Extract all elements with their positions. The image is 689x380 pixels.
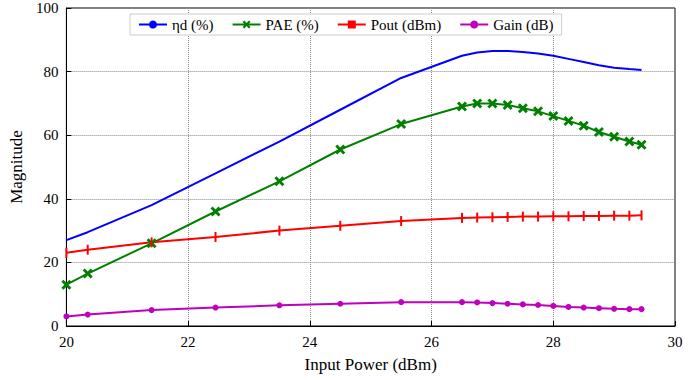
svg-text:Magnitude: Magnitude (7, 130, 26, 204)
svg-text:ηd (%): ηd (%) (172, 17, 214, 34)
svg-text:30: 30 (668, 334, 683, 350)
svg-text:80: 80 (43, 64, 58, 80)
svg-text:26: 26 (424, 334, 440, 350)
svg-text:100: 100 (36, 0, 59, 16)
svg-text:Pout (dBm): Pout (dBm) (371, 17, 441, 34)
svg-text:24: 24 (302, 334, 318, 350)
svg-text:0: 0 (51, 318, 59, 334)
svg-text:20: 20 (59, 334, 74, 350)
svg-text:28: 28 (546, 334, 561, 350)
svg-text:Input Power (dBm): Input Power (dBm) (305, 355, 437, 374)
svg-text:60: 60 (43, 127, 58, 143)
svg-text:Gain (dB): Gain (dB) (493, 17, 553, 34)
svg-text:40: 40 (43, 191, 58, 207)
svg-text:PAE (%): PAE (%) (266, 17, 319, 34)
svg-text:22: 22 (181, 334, 196, 350)
svg-text:20: 20 (43, 254, 58, 270)
